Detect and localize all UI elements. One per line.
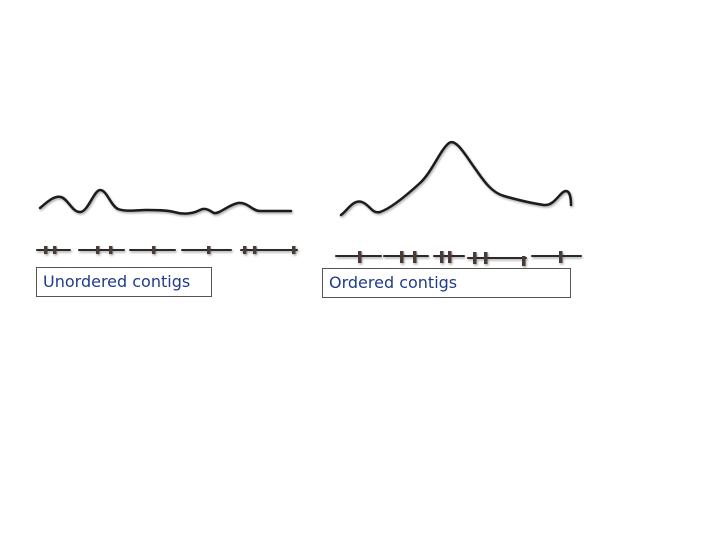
unordered-contigs-label: Unordered contigs	[36, 267, 212, 297]
unordered-marker	[152, 246, 156, 254]
ordered-panel	[335, 140, 582, 266]
unordered-marker	[243, 246, 247, 254]
unordered-marker	[109, 246, 113, 254]
ordered-contigs-label: Ordered contigs	[322, 268, 571, 298]
unordered-marker	[207, 246, 211, 254]
unordered-contigs-label-text: Unordered contigs	[43, 272, 191, 291]
ordered-marker	[413, 251, 417, 263]
unordered-contig-track	[36, 246, 298, 254]
ordered-signal-curve	[339, 140, 573, 217]
unordered-panel	[36, 188, 298, 254]
unordered-marker	[292, 246, 296, 254]
ordered-marker	[522, 256, 526, 266]
ordered-marker	[484, 252, 488, 264]
unordered-marker	[253, 246, 257, 254]
ordered-marker	[358, 251, 362, 263]
ordered-contigs-label-text: Ordered contigs	[329, 273, 458, 292]
ordered-marker	[559, 251, 563, 263]
unordered-marker	[44, 246, 48, 254]
unordered-marker	[53, 246, 57, 254]
ordered-marker	[400, 251, 404, 263]
ordered-contig-track	[335, 251, 582, 266]
ordered-marker	[473, 252, 477, 264]
unordered-signal-curve	[38, 188, 293, 215]
ordered-marker	[448, 251, 452, 263]
ordered-marker	[440, 251, 444, 263]
unordered-marker	[96, 246, 100, 254]
